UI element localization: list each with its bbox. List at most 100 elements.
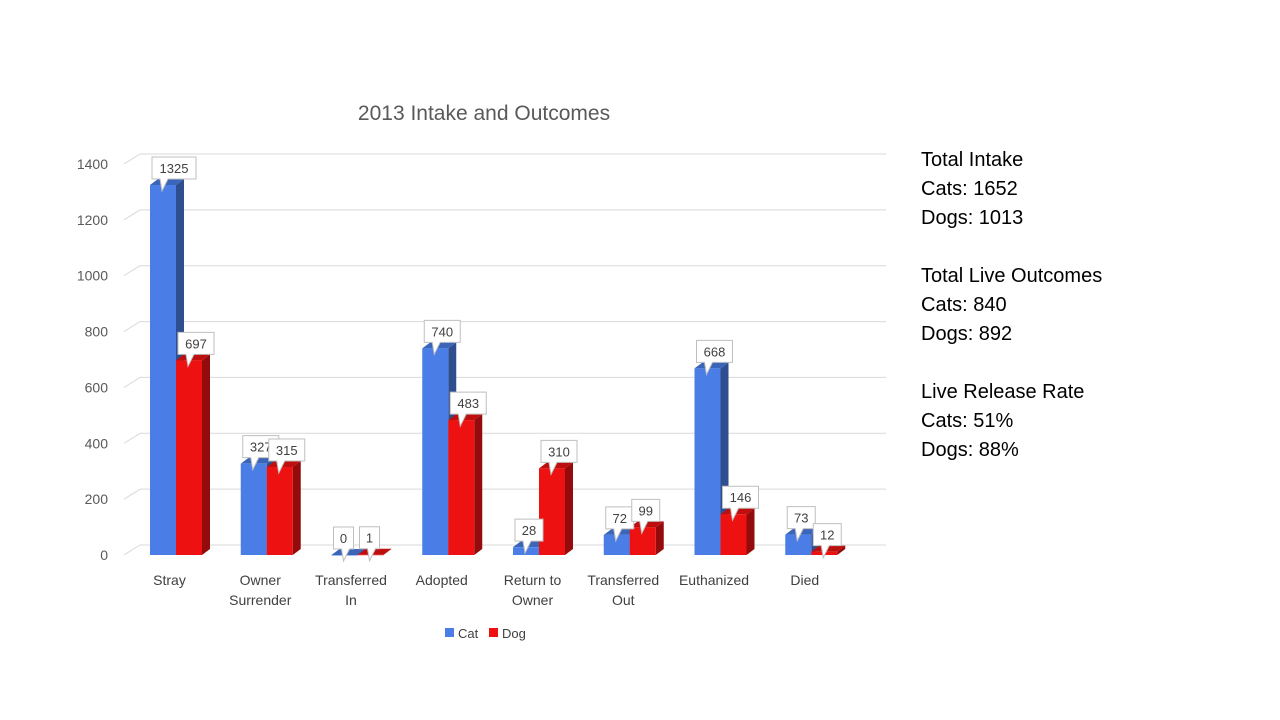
x-tick-label: Owner [240, 572, 282, 588]
data-label-text: 1 [366, 531, 373, 546]
data-label: 28 [514, 518, 544, 555]
x-tick-label: Died [790, 572, 819, 588]
y-tick-label: 1400 [77, 156, 108, 172]
gridline-depth [123, 209, 141, 221]
data-label-text: 28 [522, 523, 536, 538]
data-label-text: 315 [276, 443, 298, 458]
bar [266, 467, 293, 555]
data-label-box [786, 506, 816, 543]
bar [422, 348, 449, 555]
data-labels: 1325 327 0 740 28 72 668 73 697 315 1 483 310 99 146 12 [151, 156, 842, 563]
data-label: 99 [631, 498, 661, 535]
gridline-depth [123, 377, 141, 388]
data-label-text: 12 [820, 528, 834, 543]
data-label-text: 668 [704, 344, 726, 359]
legend-label: Cat [458, 626, 479, 641]
data-label: 740 [423, 319, 461, 356]
data-label: 12 [812, 523, 842, 560]
data-label-box [151, 156, 197, 193]
bar-side [474, 414, 483, 555]
data-label-box [423, 319, 461, 356]
data-label-box [540, 439, 578, 477]
y-tick-label: 1000 [77, 268, 108, 284]
bar [176, 360, 202, 555]
bar [539, 468, 565, 555]
data-label-box [514, 518, 544, 555]
data-label: 315 [268, 438, 306, 475]
gridline-depth [123, 488, 141, 500]
y-tick-label: 400 [85, 435, 109, 451]
x-tick-label: Surrender [229, 592, 292, 608]
bar-side [292, 461, 301, 555]
data-label: 697 [177, 331, 215, 368]
x-tick-label: Owner [512, 592, 554, 608]
gridline-depth [123, 544, 141, 556]
data-label-text: 310 [548, 444, 570, 459]
legend-swatch [445, 628, 454, 637]
total-live-outcomes-cats: Cats: 840 [921, 294, 1007, 316]
gridlines [123, 153, 886, 556]
data-label-box [696, 339, 733, 377]
y-tick-label: 600 [85, 379, 109, 395]
x-tick-label: Transferred [315, 572, 387, 588]
chart-title: 2013 Intake and Outcomes [358, 102, 610, 125]
data-label-text: 1325 [160, 161, 189, 176]
data-label-box [812, 523, 842, 560]
legend: Cat Dog [445, 626, 526, 641]
total-intake-dogs: Dogs: 1013 [921, 207, 1024, 229]
data-label-box [359, 526, 380, 563]
total-live-outcomes-heading: Total Live Outcomes [921, 265, 1103, 287]
data-label: 1 [359, 526, 380, 563]
data-label-box [631, 498, 661, 535]
bar [785, 534, 812, 555]
y-tick-label: 800 [85, 324, 109, 340]
bar-side [837, 545, 846, 555]
y-tick-label: 0 [100, 547, 108, 563]
total-intake-block: Total Intake Cats: 1652 Dogs: 1013 [921, 146, 1261, 233]
axes: 0 200 400 600 800 1000 1200 1400 Stray Owner Surre… [77, 156, 819, 608]
total-intake-cats: Cats: 1652 [921, 178, 1018, 200]
x-tick-label: Stray [153, 572, 186, 588]
bar [694, 368, 721, 555]
data-label: 146 [722, 485, 759, 522]
bar [720, 514, 747, 555]
bar-side [565, 462, 573, 555]
summary-stats: Total Intake Cats: 1652 Dogs: 1013 Total… [921, 146, 1261, 494]
data-label-text: 146 [730, 490, 752, 505]
data-label: 0 [333, 526, 354, 563]
bar-side [655, 521, 664, 555]
bar [240, 463, 267, 555]
gridline-depth [123, 321, 141, 332]
bar-side [383, 548, 392, 555]
data-label-box [722, 485, 759, 522]
x-tick-label: Transferred [587, 572, 659, 588]
data-label-text: 72 [613, 511, 627, 526]
data-label: 73 [786, 506, 816, 543]
data-label-box [333, 526, 354, 563]
data-label-text: 697 [185, 336, 207, 351]
data-label: 668 [696, 339, 733, 377]
x-tick-label: Euthanized [679, 572, 749, 588]
bar [150, 184, 176, 556]
data-label-text: 483 [457, 396, 479, 411]
x-tick-label: Return to [504, 572, 562, 588]
bar-side [746, 508, 755, 555]
gridline-depth [123, 153, 141, 165]
live-release-rate-dogs: Dogs: 88% [921, 439, 1019, 461]
data-label: 310 [540, 439, 578, 477]
live-release-rate-heading: Live Release Rate [921, 381, 1085, 403]
total-intake-heading: Total Intake [921, 149, 1024, 171]
data-label-box [177, 331, 215, 368]
legend-swatch [489, 628, 498, 637]
bar [448, 420, 475, 555]
x-tick-label: Adopted [416, 572, 468, 588]
data-label-text: 73 [794, 511, 808, 526]
total-live-outcomes-dogs: Dogs: 892 [921, 323, 1013, 345]
bar-side [202, 354, 210, 555]
data-label-text: 0 [340, 531, 347, 546]
data-label: 483 [449, 391, 487, 428]
bar [603, 534, 630, 555]
bars [150, 178, 846, 556]
x-tick-label: In [345, 592, 357, 608]
